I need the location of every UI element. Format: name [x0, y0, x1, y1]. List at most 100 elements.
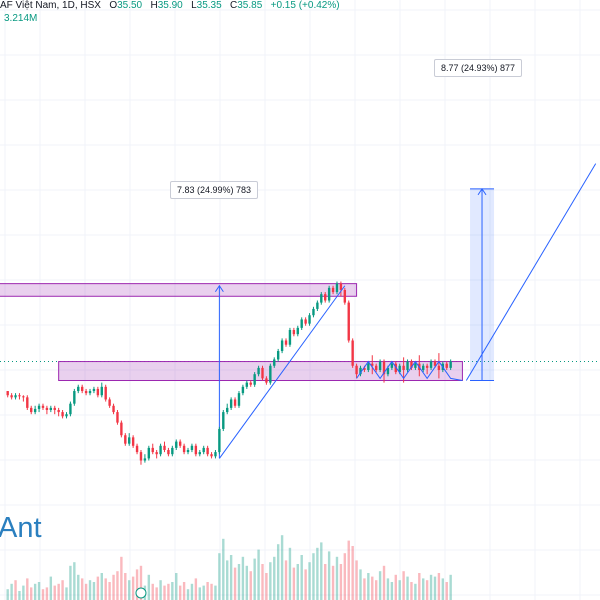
candle-body-77 [304, 319, 307, 324]
low-label: L [191, 0, 197, 11]
candle-body-33 [131, 437, 135, 446]
candle-body-2 [10, 395, 13, 398]
candle-body-94 [371, 363, 374, 366]
volume-bar-37 [147, 574, 151, 600]
volume-bar-61 [241, 556, 245, 600]
volume-bar-13 [53, 585, 56, 600]
candle-body-17 [69, 403, 72, 415]
volume-bar-84 [331, 565, 335, 600]
candle-body-55 [218, 428, 221, 453]
candle-body-74 [292, 329, 296, 335]
volume-bar-108 [425, 580, 429, 600]
candle-body-66 [261, 367, 264, 379]
candle-body-16 [65, 414, 68, 417]
volume-bar-96 [378, 571, 382, 600]
volume-bar-112 [441, 578, 445, 600]
candle-body-82 [324, 294, 327, 301]
candle-body-20 [80, 386, 84, 392]
candle-body-63 [249, 382, 252, 385]
candle-body-75 [296, 327, 299, 335]
candle-body-93 [367, 363, 370, 370]
volume-bar-38 [151, 583, 154, 600]
volume-bar-102 [402, 571, 405, 600]
zigzag-pattern [356, 360, 463, 381]
candle-body-38 [151, 447, 154, 453]
candle-body-72 [284, 340, 288, 345]
volume-bar-80 [316, 547, 319, 600]
candle-body-110 [433, 361, 437, 366]
close-value: 35.85 [237, 0, 263, 11]
volume-bar-103 [406, 576, 409, 600]
candle-body-4 [18, 395, 21, 397]
volume-bar-39 [155, 587, 158, 600]
volume-value: 3.214M [4, 13, 38, 24]
volume-bar-23 [92, 582, 96, 600]
candle-body-30 [120, 422, 123, 436]
candle-body-9 [37, 405, 41, 409]
candle-body-101 [398, 365, 401, 373]
volume-bar-11 [45, 587, 49, 600]
volume-bar-45 [178, 585, 182, 600]
volume-bar-3 [14, 580, 17, 600]
candle-body-98 [386, 367, 390, 375]
candle-body-44 [175, 441, 178, 448]
volume-bar-1 [6, 589, 9, 600]
candle-body-79 [312, 308, 315, 316]
earnings-marker [135, 587, 147, 599]
volume-bar-59 [233, 567, 237, 600]
candle-body-25 [100, 386, 103, 396]
volume-bar-4 [18, 591, 21, 600]
volume-bar-7 [30, 587, 33, 600]
volume-bar-110 [433, 576, 437, 600]
close-label: C [230, 0, 238, 11]
volume-bar-2 [10, 583, 13, 600]
volume-bar-40 [159, 580, 162, 600]
volume-bar-85 [335, 556, 339, 600]
volume-bar-82 [324, 564, 327, 600]
volume-bar-10 [41, 589, 45, 600]
volume-bar-93 [367, 573, 370, 600]
candle-body-81 [320, 294, 323, 303]
candle-body-7 [30, 407, 33, 413]
volume-bar-88 [347, 540, 350, 600]
volume-bar-101 [398, 580, 401, 600]
candle-body-29 [116, 412, 119, 423]
candle-body-51 [202, 447, 205, 453]
candle-body-8 [33, 408, 37, 413]
candle-body-34 [135, 445, 139, 453]
volume-bar-67 [265, 573, 268, 600]
volume-bar-54 [214, 585, 217, 600]
volume-bar-33 [131, 576, 135, 600]
candle-body-50 [198, 452, 201, 455]
volume-bar-19 [77, 574, 80, 600]
volume-bar-28 [112, 574, 115, 600]
candle-body-47 [186, 449, 190, 453]
candle-body-104 [410, 361, 413, 368]
volume-bar-81 [320, 542, 323, 600]
volume-bar-14 [57, 583, 60, 600]
volume-bar-83 [327, 551, 331, 600]
candle-body-24 [96, 388, 100, 396]
candle-body-97 [382, 361, 386, 375]
candle-body-11 [45, 407, 49, 410]
volume-bar-72 [284, 560, 288, 600]
trend-line-1 [218, 285, 346, 459]
candle-body-10 [41, 405, 45, 408]
candle-body-1 [6, 391, 9, 396]
change-value: +0.15 (+0.42%) [270, 0, 340, 11]
volume-bar-15 [61, 580, 64, 600]
measure-label-second[interactable]: 8.77 (24.93%) 877 [434, 59, 523, 77]
candle-body-88 [347, 302, 350, 341]
volume-bar-98 [386, 578, 390, 600]
volume-bar-86 [339, 564, 343, 600]
candle-body-41 [163, 445, 166, 450]
volume-bar-91 [359, 569, 362, 600]
volume-bar-71 [280, 535, 284, 600]
volume-bar-65 [257, 549, 260, 600]
candle-body-12 [49, 407, 53, 410]
candle-body-76 [300, 319, 303, 328]
symbol-legend: AF Việt Nam, 1D, HSX O35.50 H35.90 L35.3… [0, 0, 340, 11]
measure-label-first[interactable]: 7.83 (24.99%) 783 [170, 181, 259, 199]
